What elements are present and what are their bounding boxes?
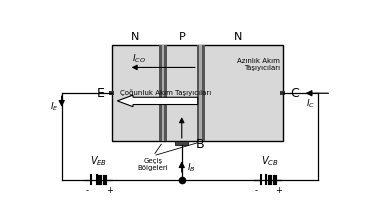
- Text: +: +: [276, 186, 283, 195]
- Text: N: N: [234, 32, 243, 42]
- Bar: [162, 45, 164, 141]
- Text: $I_B$: $I_B$: [187, 162, 196, 174]
- Text: $I_C$: $I_C$: [305, 98, 315, 110]
- Bar: [199, 45, 202, 141]
- Bar: [197, 45, 205, 141]
- Text: $I_E$: $I_E$: [50, 101, 59, 113]
- Text: Azınlık Akım
Taşıyıcıları: Azınlık Akım Taşıyıcıları: [237, 58, 280, 71]
- Text: P: P: [178, 32, 185, 42]
- Text: $V_{CB}$: $V_{CB}$: [261, 155, 279, 168]
- Text: $V_{EB}$: $V_{EB}$: [90, 155, 107, 168]
- Bar: [159, 45, 167, 141]
- Text: N: N: [131, 32, 140, 42]
- Bar: [109, 91, 114, 95]
- Bar: [112, 45, 283, 141]
- Text: $I_{CO}$: $I_{CO}$: [132, 52, 145, 65]
- Bar: [280, 91, 285, 95]
- Text: +: +: [106, 186, 113, 195]
- Text: B: B: [196, 138, 205, 151]
- Text: C: C: [290, 87, 298, 100]
- Text: -: -: [85, 186, 88, 195]
- Text: Çoğunluk Akım Taşıyıcıları: Çoğunluk Akım Taşıyıcıları: [120, 89, 212, 97]
- Text: Geçiş
Bölgeleri: Geçiş Bölgeleri: [138, 158, 169, 171]
- Bar: [175, 141, 188, 145]
- Text: -: -: [255, 186, 258, 195]
- Polygon shape: [117, 95, 198, 107]
- Text: E: E: [96, 87, 105, 100]
